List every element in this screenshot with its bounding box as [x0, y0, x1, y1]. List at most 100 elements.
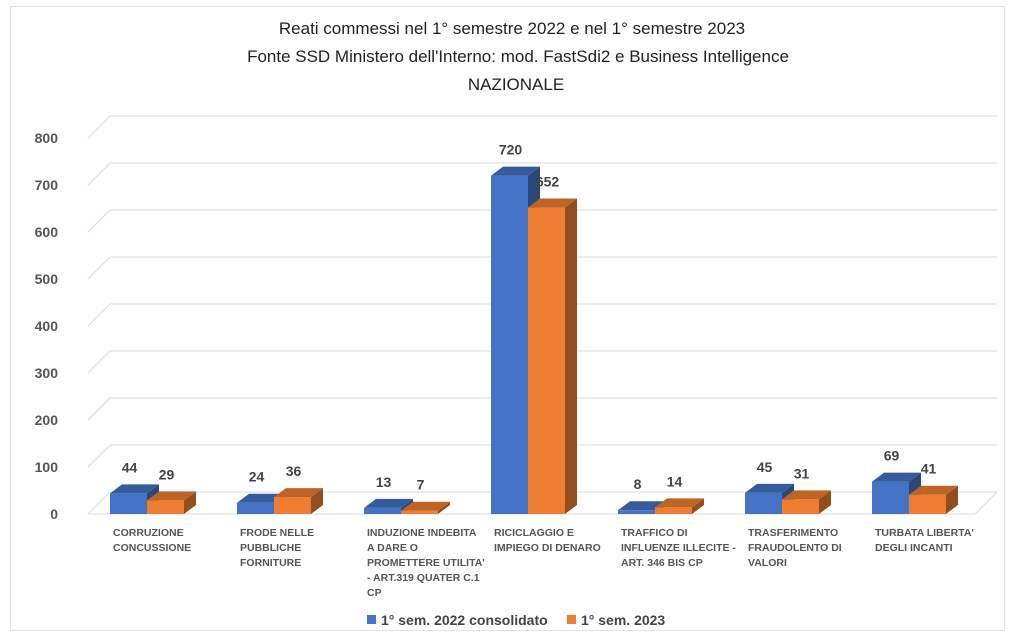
data-label: 8 [634, 476, 642, 492]
bar-front [782, 499, 819, 514]
y-tick-label: 200 [35, 412, 59, 428]
data-label: 36 [286, 463, 302, 479]
x-tick-label-line: FRODE NELLE [240, 527, 314, 539]
bar [147, 491, 196, 514]
bar-top [655, 498, 704, 508]
y-tick-label: 700 [35, 177, 59, 193]
gridline-depth [87, 115, 111, 139]
data-label: 13 [376, 474, 392, 490]
y-tick-label: 400 [35, 318, 59, 334]
gridline-depth [87, 209, 111, 233]
bar-front [274, 497, 311, 514]
x-tick-label-line: INFLUENZE ILLECITE - [621, 542, 736, 554]
bar-top [491, 166, 540, 176]
bar [909, 485, 958, 514]
chart-title: Reati commessi nel 1° semestre 2022 e ne… [247, 19, 789, 94]
bar-side [819, 490, 831, 514]
x-axis-ticks: CORRUZIONE CONCUSSIONE FRODE NELLE PUBBLICH… [113, 527, 974, 599]
gridline-depth [87, 350, 111, 374]
gridline-depth [87, 491, 111, 515]
data-label: 14 [667, 473, 683, 489]
bar-front [655, 507, 692, 514]
x-tick-label-line: TURBATA LIBERTA' [875, 527, 974, 539]
y-tick-label: 0 [50, 506, 58, 522]
legend-swatch-2023 [567, 615, 576, 624]
x-tick-label: INDUZIONE INDEBITA A DARE O PROMETTERE UTI… [367, 527, 485, 599]
data-label: 45 [757, 459, 773, 475]
bar-top [274, 488, 323, 498]
bar-front [618, 510, 655, 514]
x-tick-label-line: FORNITURE [240, 557, 301, 569]
bar-front [147, 500, 184, 514]
data-label: 24 [249, 469, 265, 485]
bar-front [110, 493, 147, 514]
bar-top [872, 472, 921, 482]
gridline-depth [87, 256, 111, 280]
legend-label-2022: 1° sem. 2022 consolidato [381, 612, 548, 628]
x-tick-label-line: CONCUSSIONE [113, 542, 191, 554]
y-axis-ticks: 0 100 200 300 400 500 600 700 800 [35, 130, 59, 522]
bar-top [237, 493, 286, 503]
data-label: 720 [499, 142, 523, 158]
bar-front [745, 492, 782, 514]
bars [110, 166, 958, 514]
data-label: 31 [794, 465, 810, 481]
x-tick-label-line: PUBBLICHE [240, 542, 301, 554]
bar-front [909, 494, 946, 514]
x-tick-label: TURBATA LIBERTA' DEGLI INCANTI [875, 527, 974, 554]
x-tick-label: CORRUZIONE CONCUSSIONE [113, 527, 191, 554]
bar-side [311, 488, 323, 514]
gridline-depth [87, 303, 111, 327]
bar-side [184, 491, 196, 514]
x-tick-label-line: CP [367, 587, 382, 599]
bar-top [110, 484, 159, 494]
chart-title-line-2: Fonte SSD Ministero dell'Interno: mod. F… [247, 47, 789, 66]
bar-side [565, 198, 577, 514]
bar-top [364, 498, 413, 508]
x-tick-label: TRAFFICO DI INFLUENZE ILLECITE - ART. 346 … [621, 527, 736, 569]
gridline-depth [87, 397, 111, 421]
bar-top [745, 483, 794, 493]
y-tick-label: 800 [35, 130, 59, 146]
x-tick-label-line: TRASFERIMENTO [748, 527, 838, 539]
x-tick-label-line: FRAUDOLENTO DI [748, 542, 842, 554]
x-tick-label: RICICLAGGIO E IMPIEGO DI DENARO [494, 527, 601, 554]
bar-top [401, 501, 450, 511]
x-tick-label-line: PROMETTERE UTILITA' [367, 557, 485, 569]
x-tick-label-line: INDUZIONE INDEBITA [367, 527, 477, 539]
bar-side [438, 501, 450, 514]
chart-title-line-1: Reati commessi nel 1° semestre 2022 e ne… [279, 19, 745, 38]
bar-side [946, 485, 958, 514]
x-tick-label-line: TRAFFICO DI [621, 527, 688, 539]
y-tick-label: 500 [35, 271, 59, 287]
bar [274, 488, 323, 514]
gridline-depth [87, 162, 111, 186]
bar [528, 198, 577, 514]
x-tick-label-line: CORRUZIONE [113, 527, 184, 539]
bar-front [237, 502, 274, 514]
legend: 1° sem. 2022 consolidato 1° sem. 2023 [367, 612, 665, 628]
floor-edge-depth [974, 491, 998, 515]
bar-top [782, 490, 831, 500]
data-label: 29 [159, 466, 175, 482]
x-tick-label-line: IMPIEGO DI DENARO [494, 542, 601, 554]
legend-label-2023: 1° sem. 2023 [581, 612, 665, 628]
bar [782, 490, 831, 514]
x-tick-label-line: RICICLAGGIO E [494, 527, 574, 539]
bar [655, 498, 704, 514]
data-label: 44 [122, 459, 138, 475]
legend-swatch-2022 [367, 615, 376, 624]
x-tick-label-line: A DARE O [367, 542, 418, 554]
x-tick-label: FRODE NELLE PUBBLICHE FORNITURE [240, 527, 314, 569]
x-tick-label-line: - ART.319 QUATER C.1 [367, 572, 480, 584]
data-label: 41 [921, 461, 937, 477]
bar-front [364, 507, 401, 514]
bar-side [692, 498, 704, 514]
x-tick-label-line: DEGLI INCANTI [875, 542, 953, 554]
bar-top [909, 485, 958, 495]
bar-top [618, 501, 667, 511]
x-tick-label-line: VALORI [748, 557, 787, 569]
bar-front [401, 510, 438, 514]
bar-top [528, 198, 577, 208]
